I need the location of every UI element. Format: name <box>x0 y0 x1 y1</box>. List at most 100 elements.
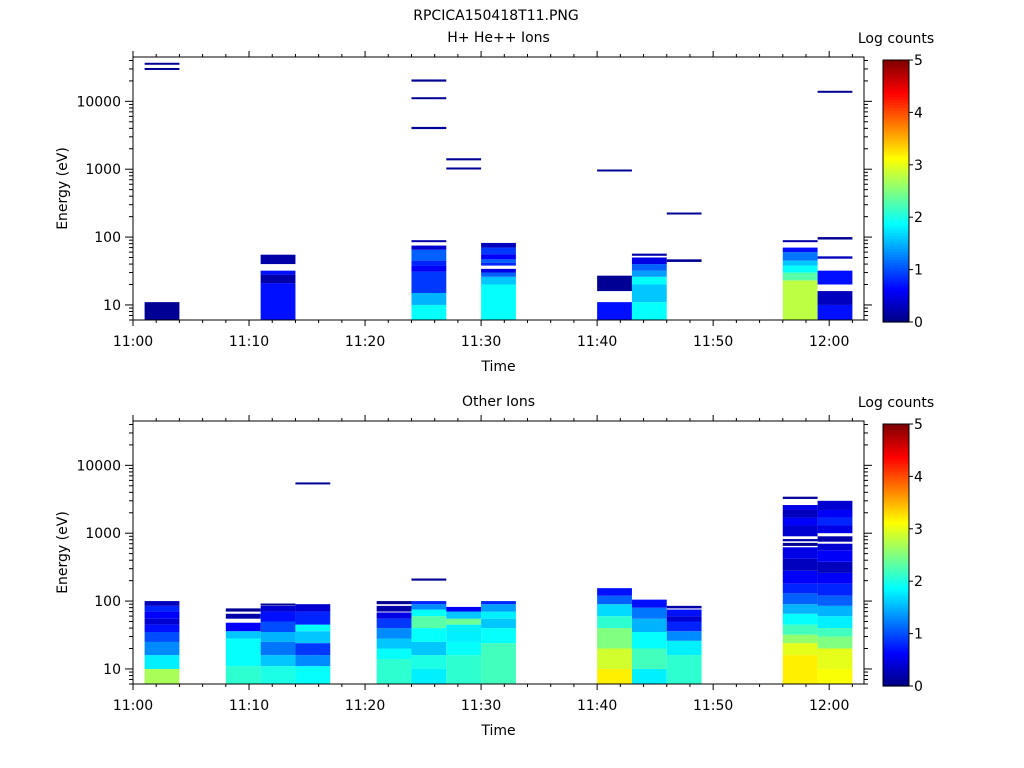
heatmap-cell <box>446 606 482 612</box>
colorbar-segment <box>883 484 909 488</box>
colorbar-segment <box>883 463 909 467</box>
colorbar-segment <box>883 282 909 286</box>
axes-frame <box>132 56 865 321</box>
heatmap-cell <box>225 638 261 667</box>
colorbar-segment <box>883 424 909 428</box>
y-axis-label: Energy (eV) <box>55 511 71 594</box>
x-tick-label: 11:40 <box>577 334 617 350</box>
colorbar-segment <box>883 659 909 664</box>
colorbar-segment <box>883 185 909 189</box>
heatmap-cell <box>597 616 632 629</box>
heatmap-cell <box>817 561 853 573</box>
colorbar-segment <box>883 159 909 163</box>
heatmap-cell <box>411 240 447 243</box>
colorbar-segment <box>883 115 909 119</box>
heatmap-cell <box>782 272 818 281</box>
colorbar-segment <box>883 135 909 140</box>
heatmap-cell <box>295 666 331 684</box>
colorbar-segment <box>883 62 909 66</box>
heatmap-cell <box>411 668 447 684</box>
heatmap-cell <box>481 618 516 629</box>
colorbar-segment <box>883 133 909 137</box>
colorbar-segment <box>883 73 909 77</box>
heatmap-cell <box>481 254 516 260</box>
heatmap-cell <box>782 247 818 253</box>
colorbar-segment <box>883 112 909 116</box>
colorbar-segment <box>883 492 909 496</box>
heatmap-cell <box>295 631 331 644</box>
colorbar-segment <box>883 83 909 87</box>
heatmap-cell <box>631 284 667 303</box>
heatmap-cell <box>376 638 412 649</box>
y-tick-label: 10000 <box>76 94 121 110</box>
colorbar-segment <box>883 518 909 522</box>
colorbar-segment <box>883 476 909 480</box>
colorbar-segment <box>883 628 909 632</box>
colorbar-segment <box>883 526 909 530</box>
colorbar-segment <box>883 274 909 279</box>
colorbar-segment <box>883 520 909 525</box>
heatmap-cell <box>144 302 180 320</box>
colorbar-segment <box>883 303 909 307</box>
y-tick-label: 100 <box>94 594 121 610</box>
colorbar-segment <box>883 88 909 93</box>
heatmap-cell <box>597 302 632 320</box>
heatmap-cell <box>446 655 482 684</box>
colorbar-segment <box>883 214 909 218</box>
colorbar-segment <box>883 602 909 606</box>
colorbar-segment <box>883 442 909 446</box>
x-tick-label: 12:00 <box>809 334 849 350</box>
colorbar-segment <box>883 266 909 271</box>
heatmap-cell <box>666 259 702 262</box>
heatmap-cell <box>225 608 261 612</box>
colorbar-tick-label: 5 <box>914 53 923 69</box>
colorbar-segment <box>883 665 909 669</box>
colorbar-segment <box>883 70 909 74</box>
heatmap-cell <box>782 624 818 635</box>
heatmap-cell <box>782 252 818 261</box>
heatmap-cell <box>597 648 632 669</box>
colorbar-segment <box>883 272 909 276</box>
heatmap-cell <box>481 272 516 277</box>
colorbar-segment <box>883 96 909 100</box>
colorbar-segment <box>883 225 909 229</box>
heatmap-cell <box>597 604 632 617</box>
colorbar-segment <box>883 439 909 443</box>
colorbar-segment <box>883 465 909 470</box>
heatmap-cell <box>631 607 667 619</box>
heatmap-cell <box>225 622 261 632</box>
heatmap-cell <box>817 517 853 526</box>
heatmap-cell <box>260 632 296 642</box>
colorbar-segment <box>883 243 909 247</box>
x-tick-label: 11:50 <box>693 334 733 350</box>
heatmap-cell <box>144 67 180 70</box>
heatmap-cell <box>782 558 818 571</box>
colorbar-segment <box>883 99 909 103</box>
heatmap-cell <box>817 90 853 93</box>
colorbar-tick-label: 1 <box>914 627 923 643</box>
heatmap-cell <box>411 628 447 642</box>
heatmap-cell <box>260 666 296 684</box>
colorbar-segment <box>883 460 909 464</box>
heatmap-cell <box>295 611 331 625</box>
heatmap-cell <box>782 655 818 684</box>
colorbar-segment <box>883 586 909 590</box>
colorbar-segment <box>883 311 909 315</box>
heatmap-cell <box>411 616 447 629</box>
colorbar-segment <box>883 565 909 569</box>
heatmap-cell <box>481 611 516 619</box>
colorbar-segment <box>883 180 909 184</box>
colorbar-segment <box>883 544 909 548</box>
colorbar-segment <box>883 170 909 174</box>
heatmap-cell <box>446 618 482 625</box>
colorbar-segment <box>883 486 909 491</box>
colorbar-segment <box>883 86 909 90</box>
colorbar-label: Log counts <box>858 395 934 411</box>
heatmap-cell <box>481 604 516 612</box>
colorbar-segment <box>883 633 909 637</box>
colorbar-segment <box>883 502 909 506</box>
colorbar-segment <box>883 177 909 182</box>
x-tick-label: 11:30 <box>461 698 501 714</box>
heatmap-cell <box>817 636 853 649</box>
colorbar-segment <box>883 670 909 674</box>
